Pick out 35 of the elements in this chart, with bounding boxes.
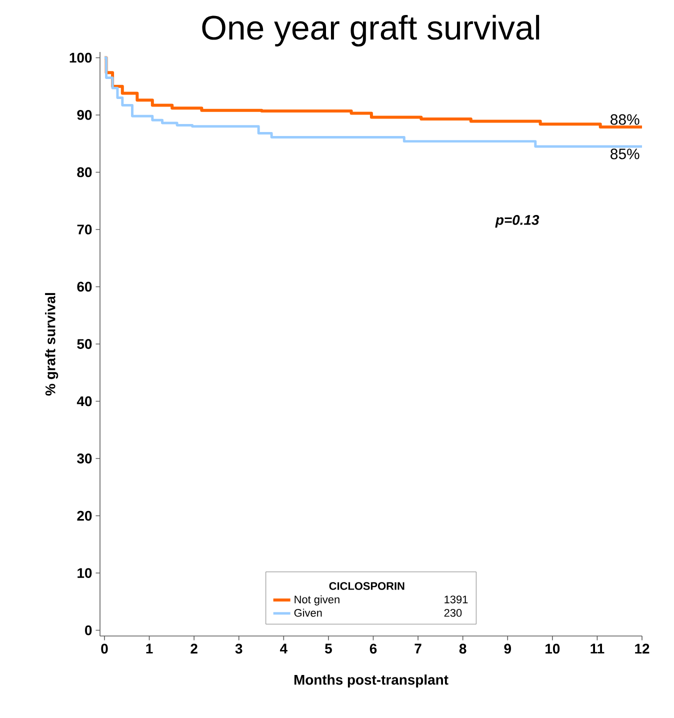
y-tick-label: 70: [77, 224, 92, 234]
y-tick-label: 80: [77, 167, 92, 178]
y-tick-label: 0: [85, 625, 92, 636]
y-tick-label: 30: [77, 454, 92, 464]
annotation: 1391: [444, 596, 468, 604]
x-tick-label: 10: [546, 644, 560, 654]
annotation: p=0.13: [495, 215, 540, 228]
x-tick-label: 8: [459, 644, 466, 654]
annotation: 230: [444, 609, 462, 617]
y-tick-label: 20: [77, 510, 92, 521]
y-tick-label: 40: [76, 396, 92, 406]
legend-title: CICLOSPORIN: [329, 582, 404, 590]
x-tick-label: 7: [414, 644, 422, 654]
x-tick-label: 0: [101, 644, 108, 654]
x-tick-label: 4: [280, 644, 288, 654]
y-tick-label: 10: [78, 568, 92, 578]
x-tick-label: 11: [590, 644, 604, 654]
y-tick-label: 50: [77, 339, 92, 349]
y-tick-label: 100: [70, 52, 92, 63]
x-tick-label: 2: [190, 644, 198, 654]
y-tick-label: 90: [77, 110, 92, 120]
y-axis-title: % graft survival: [45, 293, 58, 396]
x-axis-title: Months post-transplant: [294, 674, 448, 688]
x-tick-label: 3: [235, 644, 242, 654]
y-tick-label: 60: [77, 282, 92, 292]
annotation: 88%: [610, 114, 640, 125]
x-tick-label: 12: [635, 644, 650, 654]
x-tick-label: 6: [370, 644, 377, 654]
x-tick-label: 5: [324, 644, 332, 654]
chart-title: One year graft survival: [202, 14, 540, 46]
x-tick-label: 9: [504, 644, 511, 654]
legend-label: Given: [294, 608, 322, 617]
annotation: 85%: [610, 148, 640, 160]
legend-label: Not given: [294, 595, 340, 606]
x-tick-label: 1: [146, 644, 153, 654]
